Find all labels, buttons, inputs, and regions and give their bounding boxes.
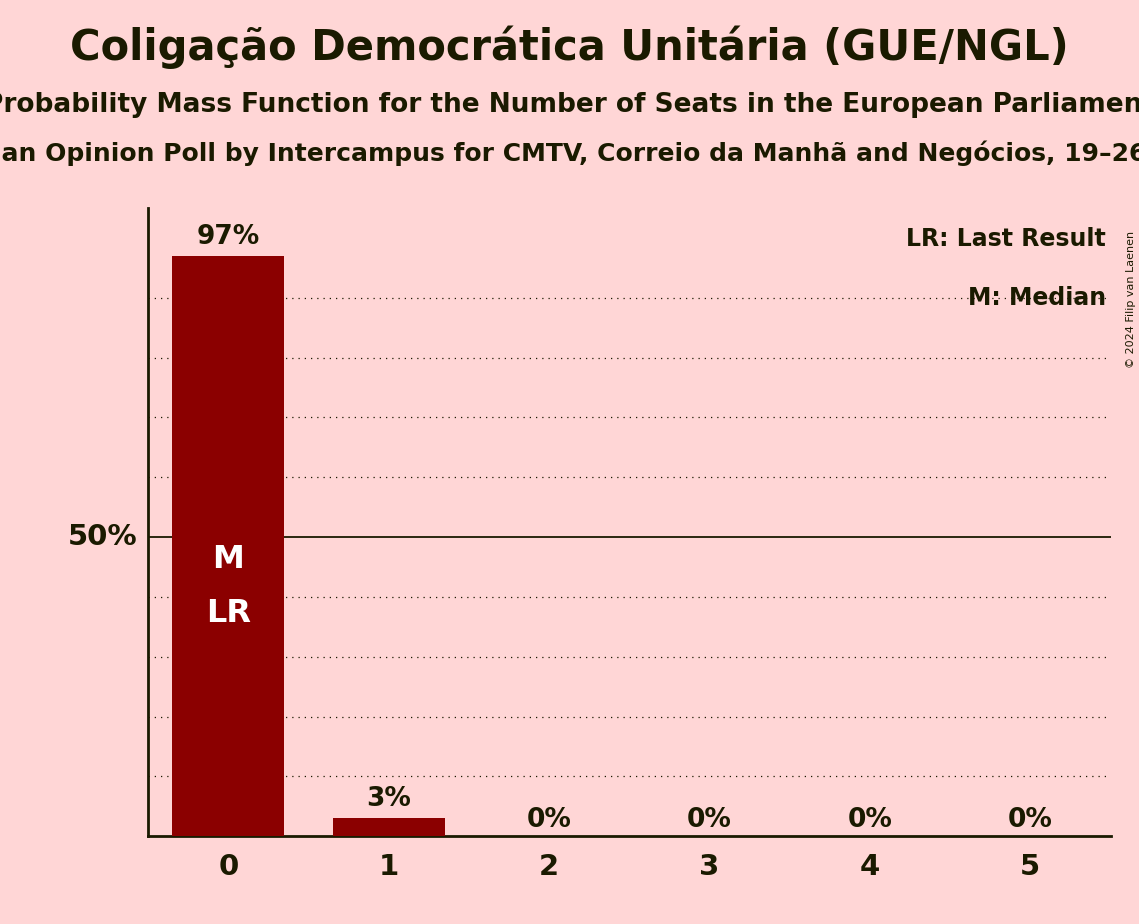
Text: 0%: 0% [687, 808, 732, 833]
Text: 3%: 3% [367, 786, 411, 812]
Text: 0%: 0% [847, 808, 892, 833]
Text: Coligação Democrática Unitária (GUE/NGL): Coligação Democrática Unitária (GUE/NGL) [71, 26, 1068, 69]
Text: 50%: 50% [67, 523, 137, 551]
Text: d on an Opinion Poll by Intercampus for CMTV, Correio da Manhã and Negócios, 19–: d on an Opinion Poll by Intercampus for … [0, 140, 1139, 166]
Text: 0%: 0% [526, 808, 572, 833]
Text: LR: LR [206, 598, 251, 629]
Text: M: M [212, 544, 244, 575]
Text: 0%: 0% [1008, 808, 1052, 833]
Bar [172, 256, 285, 836]
Text: 97%: 97% [197, 224, 260, 249]
Text: © 2024 Filip van Laenen: © 2024 Filip van Laenen [1126, 231, 1136, 368]
Text: Probability Mass Function for the Number of Seats in the European Parliament: Probability Mass Function for the Number… [0, 92, 1139, 118]
Bar [333, 819, 445, 836]
Text: LR: Last Result: LR: Last Result [906, 226, 1106, 250]
Text: M: Median: M: Median [968, 286, 1106, 310]
